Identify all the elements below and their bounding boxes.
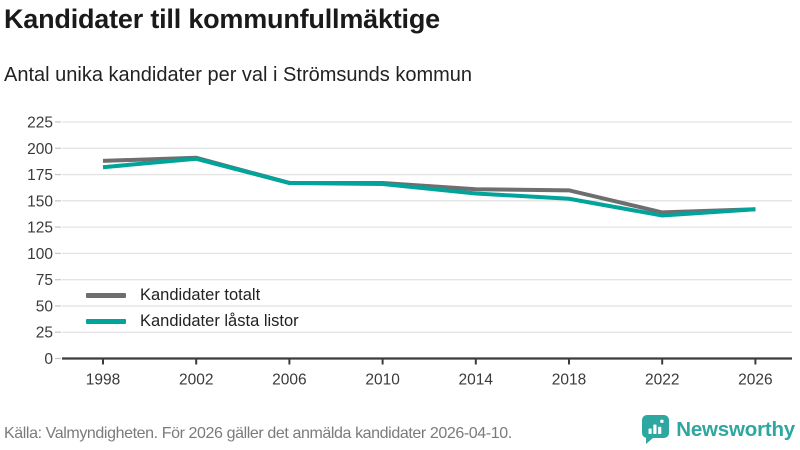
chart-title: Kandidater till kommunfullmäktige <box>4 4 440 34</box>
svg-text:125: 125 <box>27 220 53 237</box>
svg-text:2010: 2010 <box>365 372 400 389</box>
svg-text:2002: 2002 <box>179 372 213 389</box>
svg-text:2018: 2018 <box>552 372 586 389</box>
svg-text:2014: 2014 <box>459 372 494 389</box>
svg-text:175: 175 <box>27 167 53 184</box>
legend-item-locked-lists: Kandidater låsta listor <box>86 312 299 331</box>
svg-text:25: 25 <box>36 325 53 342</box>
svg-text:2026: 2026 <box>738 372 772 389</box>
legend-swatch-total <box>86 293 126 298</box>
newsworthy-logo: Newsworthy <box>642 415 795 444</box>
legend-item-total: Kandidater totalt <box>86 286 299 305</box>
newsworthy-chart-bubble-icon <box>642 415 670 444</box>
svg-text:75: 75 <box>36 272 53 289</box>
svg-text:50: 50 <box>36 298 54 315</box>
svg-text:2022: 2022 <box>645 372 679 389</box>
chart-legend: Kandidater totalt Kandidater låsta listo… <box>86 286 299 331</box>
svg-text:0: 0 <box>44 351 53 368</box>
svg-text:225: 225 <box>27 115 53 132</box>
legend-label-total: Kandidater totalt <box>140 286 261 304</box>
newsworthy-wordmark: Newsworthy <box>676 417 795 441</box>
legend-swatch-locked-lists <box>86 319 126 324</box>
svg-text:150: 150 <box>27 193 53 210</box>
svg-text:200: 200 <box>27 141 53 158</box>
svg-text:1998: 1998 <box>86 372 120 389</box>
chart-subtitle: Antal unika kandidater per val i Strömsu… <box>4 64 473 86</box>
svg-text:2006: 2006 <box>272 372 306 389</box>
svg-text:100: 100 <box>27 246 53 263</box>
source-note: Källa: Valmyndigheten. För 2026 gäller d… <box>4 425 512 442</box>
legend-label-locked-lists: Kandidater låsta listor <box>140 312 299 330</box>
chart-footer: Källa: Valmyndigheten. För 2026 gäller d… <box>0 414 800 446</box>
